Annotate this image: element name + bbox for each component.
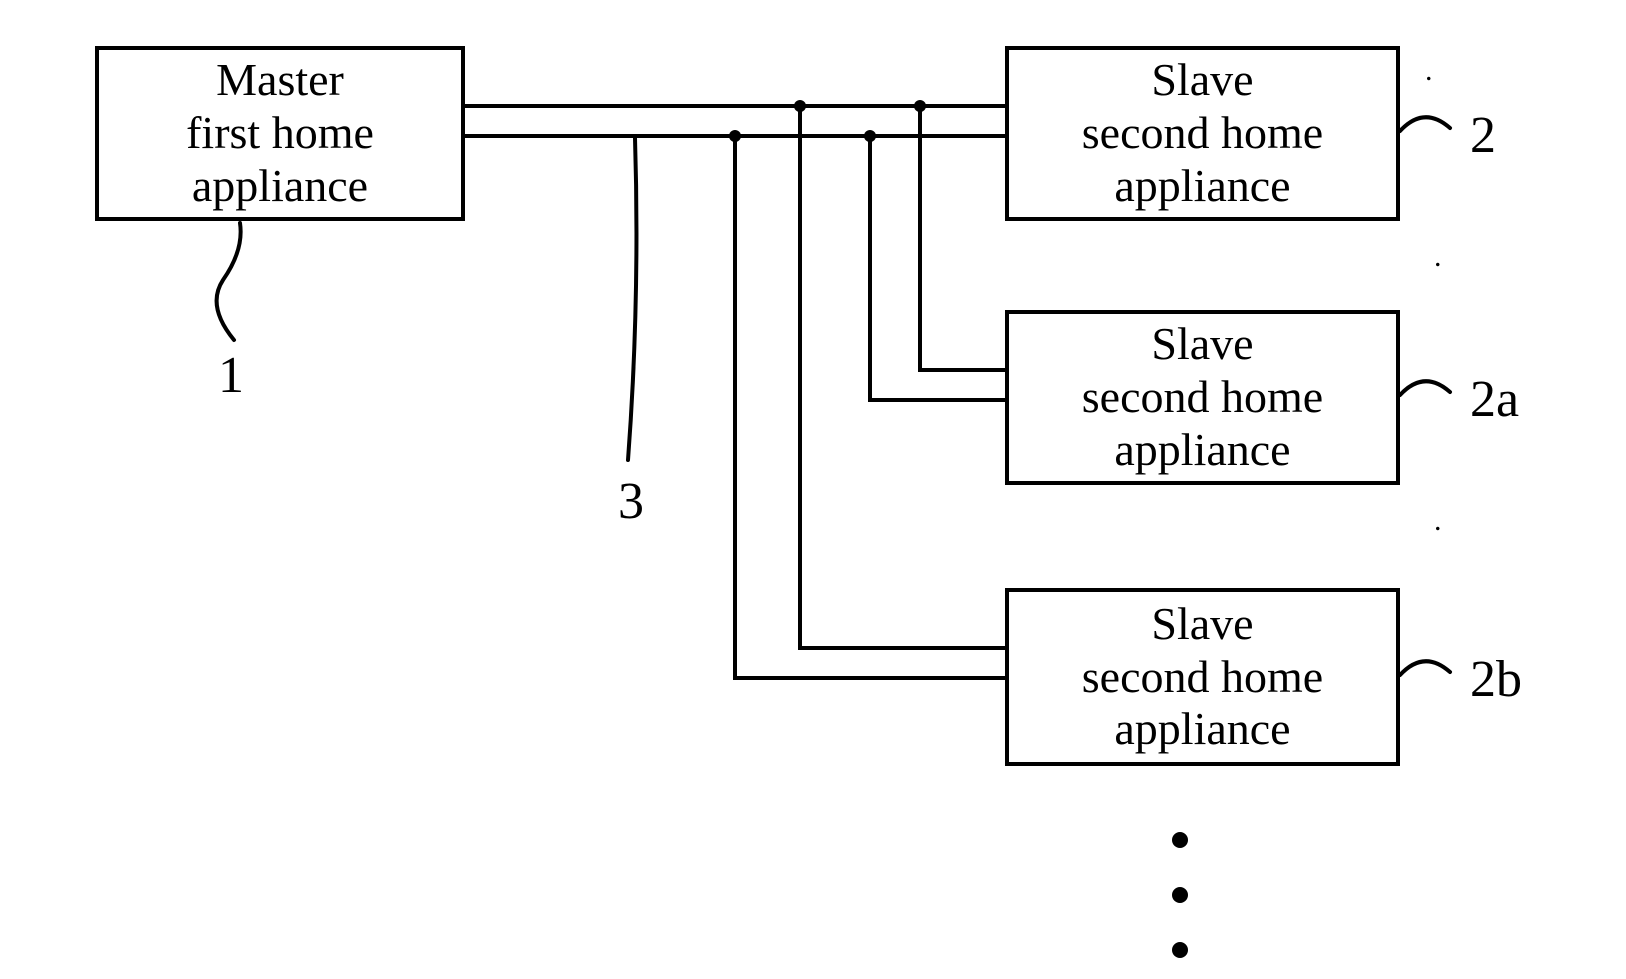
- master-box: Master first home appliance: [95, 46, 465, 221]
- master-line-1: Master: [216, 54, 344, 107]
- master-ref-label: 1: [218, 346, 244, 405]
- slave-3-ref-label: 2b: [1470, 650, 1522, 709]
- ellipsis-dot: [1172, 887, 1188, 903]
- slave-2-line-3: appliance: [1114, 424, 1290, 477]
- slave-1-line-2: second home: [1082, 107, 1323, 160]
- slave-2-ref-label: 2a: [1470, 370, 1519, 429]
- slave-1-line-1: Slave: [1151, 54, 1253, 107]
- slave-1-ref-label: 2: [1470, 106, 1496, 165]
- slave-2-line-2: second home: [1082, 371, 1323, 424]
- slave-box-3: Slave second home appliance: [1005, 588, 1400, 766]
- slave-1-line-3: appliance: [1114, 160, 1290, 213]
- stray-mark: .: [1425, 54, 1433, 88]
- slave-box-2: Slave second home appliance: [1005, 310, 1400, 485]
- diagram-canvas: Master first home appliance Slave second…: [0, 0, 1626, 979]
- slave-3-line-1: Slave: [1151, 598, 1253, 651]
- slave-3-line-2: second home: [1082, 651, 1323, 704]
- ellipsis-dot: [1172, 942, 1188, 958]
- master-line-3: appliance: [192, 160, 368, 213]
- slave-2-line-1: Slave: [1151, 318, 1253, 371]
- slave-box-1: Slave second home appliance: [1005, 46, 1400, 221]
- stray-mark: .: [1434, 504, 1442, 538]
- slave-3-line-3: appliance: [1114, 703, 1290, 756]
- ellipsis-dot: [1172, 832, 1188, 848]
- master-line-2: first home: [186, 107, 374, 160]
- bus-ref-label: 3: [618, 472, 644, 531]
- stray-mark: .: [1434, 240, 1442, 274]
